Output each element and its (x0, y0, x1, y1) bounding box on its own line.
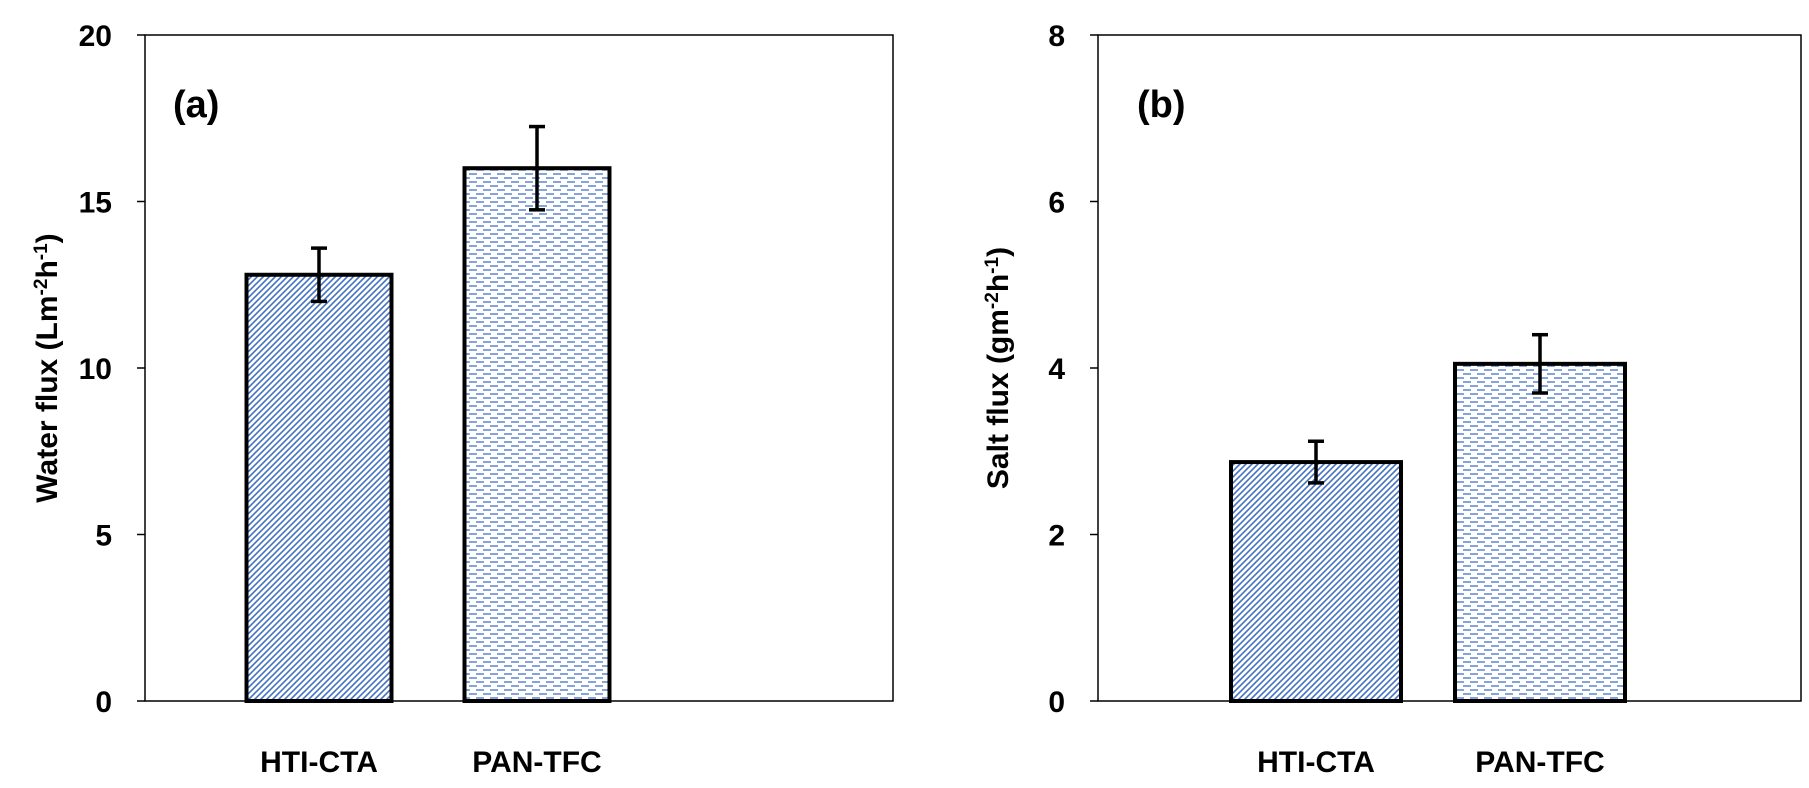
x-tick-label: HTI-CTA (260, 746, 378, 779)
y-tick-label: 0 (95, 686, 112, 719)
panel-label: (a) (173, 84, 219, 126)
bar-hti-cta (1229, 460, 1403, 704)
panel-label: (b) (1137, 84, 1186, 126)
chart-panel-b: 0 2 4 6 8 HTI-CTA PAN-TFC (b) Salt flux (gm-2… (982, 20, 1802, 779)
x-tick-label: PAN-TFC (1475, 746, 1604, 779)
y-tick-label: 10 (79, 353, 112, 386)
bar-pan-tfc (462, 166, 612, 703)
y-axis: 0 2 4 6 8 (1048, 20, 1098, 719)
bars (1229, 332, 1627, 704)
y-tick-label: 8 (1048, 20, 1065, 53)
y-axis-label: Salt flux (gm-2h-1) (982, 247, 1016, 489)
y-axis: 0 5 10 15 20 (79, 20, 145, 719)
y-tick-label: 4 (1048, 353, 1065, 386)
bar-hti-cta (244, 272, 394, 703)
y-tick-label: 0 (1048, 686, 1065, 719)
y-tick-label: 15 (79, 187, 112, 220)
x-axis: HTI-CTA PAN-TFC (260, 746, 602, 779)
bar-pan-tfc (1453, 361, 1627, 703)
y-tick-label: 20 (79, 20, 112, 53)
x-tick-label: HTI-CTA (1257, 746, 1375, 779)
x-axis: HTI-CTA PAN-TFC (1257, 746, 1605, 779)
y-axis-label: Water flux (Lm-2h-1) (31, 233, 65, 502)
y-tick-label: 2 (1048, 520, 1065, 553)
bars (244, 124, 612, 703)
y-tick-label: 5 (95, 520, 112, 553)
x-tick-label: PAN-TFC (472, 746, 601, 779)
chart-panel-a: 0 5 10 15 20 HTI-CTA PAN-TFC (a) Water flux (… (31, 20, 894, 779)
y-tick-label: 6 (1048, 187, 1065, 220)
plot-area (1097, 34, 1802, 702)
